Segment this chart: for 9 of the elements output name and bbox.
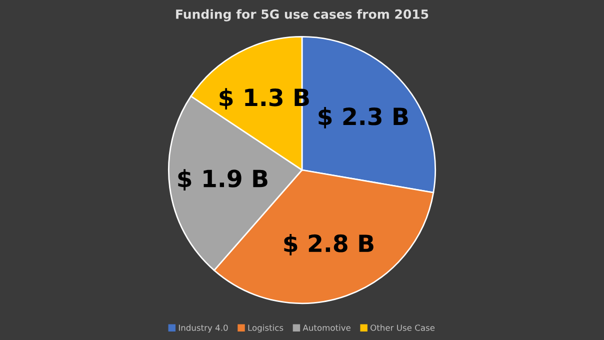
data-label: $ 1.3 B xyxy=(220,88,309,110)
data-label: $ 1.9 B xyxy=(178,169,268,191)
chart-title: Funding for 5G use cases from 2015 xyxy=(176,9,428,22)
data-label: $ 2.3 B xyxy=(318,107,408,128)
data-label: $ 2.8 B xyxy=(284,234,374,256)
legend-label: Industry 4.0 xyxy=(178,324,228,332)
legend-label: Other Use Case xyxy=(370,324,435,331)
legend-label: Logistics xyxy=(248,324,284,332)
legend-label: Automotive xyxy=(302,324,350,331)
